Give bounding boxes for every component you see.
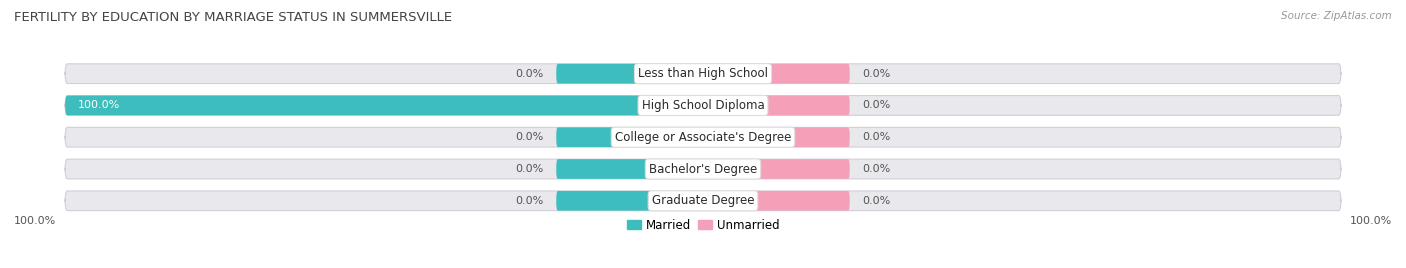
Text: Graduate Degree: Graduate Degree xyxy=(652,194,754,207)
Text: 0.0%: 0.0% xyxy=(515,164,544,174)
Text: 100.0%: 100.0% xyxy=(14,215,56,226)
FancyBboxPatch shape xyxy=(557,159,683,179)
Text: 0.0%: 0.0% xyxy=(515,132,544,142)
FancyBboxPatch shape xyxy=(557,127,683,147)
Text: 0.0%: 0.0% xyxy=(862,164,891,174)
Text: 0.0%: 0.0% xyxy=(862,69,891,79)
FancyBboxPatch shape xyxy=(557,191,683,211)
FancyBboxPatch shape xyxy=(723,96,849,115)
Text: College or Associate's Degree: College or Associate's Degree xyxy=(614,131,792,144)
FancyBboxPatch shape xyxy=(557,64,683,84)
Legend: Married, Unmarried: Married, Unmarried xyxy=(621,214,785,236)
FancyBboxPatch shape xyxy=(65,127,1341,147)
Text: FERTILITY BY EDUCATION BY MARRIAGE STATUS IN SUMMERSVILLE: FERTILITY BY EDUCATION BY MARRIAGE STATU… xyxy=(14,11,453,24)
Text: 0.0%: 0.0% xyxy=(515,196,544,206)
FancyBboxPatch shape xyxy=(65,96,1341,115)
Text: High School Diploma: High School Diploma xyxy=(641,99,765,112)
FancyBboxPatch shape xyxy=(723,159,849,179)
FancyBboxPatch shape xyxy=(65,96,703,115)
Text: 0.0%: 0.0% xyxy=(862,196,891,206)
FancyBboxPatch shape xyxy=(723,127,849,147)
Text: 0.0%: 0.0% xyxy=(515,69,544,79)
FancyBboxPatch shape xyxy=(723,191,849,211)
FancyBboxPatch shape xyxy=(65,191,1341,211)
FancyBboxPatch shape xyxy=(65,64,1341,84)
Text: 0.0%: 0.0% xyxy=(862,132,891,142)
Text: Bachelor's Degree: Bachelor's Degree xyxy=(650,162,756,176)
Text: Less than High School: Less than High School xyxy=(638,67,768,80)
Text: 100.0%: 100.0% xyxy=(77,100,120,110)
FancyBboxPatch shape xyxy=(723,64,849,84)
Text: Source: ZipAtlas.com: Source: ZipAtlas.com xyxy=(1281,11,1392,21)
Text: 100.0%: 100.0% xyxy=(1350,215,1392,226)
FancyBboxPatch shape xyxy=(65,159,1341,179)
Text: 0.0%: 0.0% xyxy=(862,100,891,110)
